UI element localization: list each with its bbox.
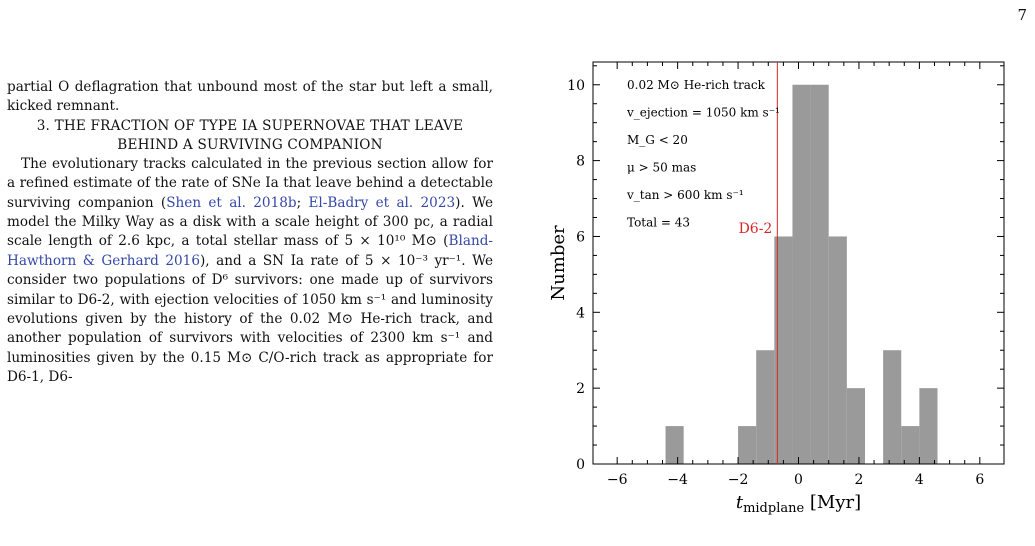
- y-tick-label: 0: [576, 457, 585, 473]
- histogram-bar: [792, 84, 811, 465]
- x-tick-label: −2: [728, 472, 749, 488]
- body-paragraph: The evolutionary tracks calculated in th…: [7, 155, 493, 388]
- x-tick-label: 4: [915, 472, 924, 488]
- histogram-figure: −6 −4 −2 0 2 4 6 0 2 4 6 8 10 D6-2 0.02 M⊙ He-rich t…: [545, 40, 1035, 542]
- histogram-bar: [756, 350, 775, 464]
- paragraph-text: ), and a SN Ia rate of 5 × 10⁻³ yr⁻¹. We…: [7, 252, 494, 386]
- y-tick-label: 4: [576, 305, 585, 321]
- annotation-line: 0.02 M⊙ He-rich track: [627, 78, 766, 92]
- y-axis-label: Number: [548, 225, 569, 301]
- histogram-bar: [828, 236, 847, 464]
- histogram-bar: [846, 388, 865, 464]
- x-tick-label: 0: [794, 472, 803, 488]
- y-tick-label: 2: [576, 381, 585, 397]
- x-tick-label: 6: [975, 472, 984, 488]
- histogram-bar: [883, 350, 902, 464]
- x-axis-label: tmidplane [Myr]: [736, 492, 861, 516]
- annotation-line: v_tan > 600 km s⁻¹: [626, 188, 744, 202]
- y-tick-label: 8: [576, 154, 585, 170]
- paragraph-text: The evolutionary tracks calculated in th…: [7, 155, 493, 211]
- left-column: partial O deflagration that unbound most…: [7, 78, 493, 388]
- y-tick-label: 10: [567, 78, 585, 94]
- histogram-bar: [901, 426, 920, 464]
- citation-shen-2018b[interactable]: Shen et al. 2018b: [166, 194, 297, 211]
- x-tick-label: 2: [854, 472, 863, 488]
- histogram-bar: [665, 426, 684, 464]
- annotation-line: M_G < 20: [627, 133, 688, 147]
- annotation-line: v_ejection = 1050 km s⁻¹: [626, 106, 780, 120]
- x-tick-label: −4: [667, 472, 688, 488]
- x-tick-label: −6: [607, 472, 628, 488]
- citation-separator: ;: [296, 194, 309, 211]
- histogram-bar: [810, 84, 829, 465]
- histogram-bar: [919, 388, 938, 464]
- page-number: 7: [1017, 6, 1027, 24]
- histogram-svg: −6 −4 −2 0 2 4 6 0 2 4 6 8 10 D6-2 0.02 M⊙ He-rich t…: [548, 61, 1005, 516]
- paragraph-text: ). We model the Milky Way as a disk with…: [7, 194, 493, 250]
- histogram-bar: [774, 236, 793, 464]
- citation-el-badry-2023[interactable]: El-Badry et al. 2023: [308, 194, 456, 211]
- section-heading: 3. THE FRACTION OF TYPE IA SUPERNOVAE TH…: [36, 117, 464, 153]
- citation-bland-hawthorn-2016[interactable]: Bland-Hawthorn & Gerhard 2016: [7, 233, 493, 269]
- histogram-bar: [738, 426, 757, 464]
- annotation-line: μ > 50 mas: [627, 161, 696, 175]
- d6-2-marker-label: D6-2: [739, 221, 773, 237]
- annotation-line: Total = 43: [627, 216, 690, 230]
- y-tick-label: 6: [576, 229, 585, 245]
- intro-paragraph: partial O deflagration that unbound most…: [7, 79, 493, 115]
